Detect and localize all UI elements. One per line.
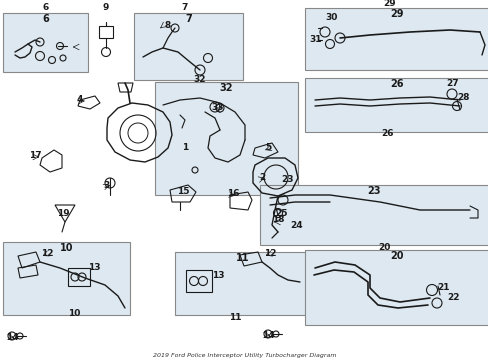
Text: 26: 26 (389, 79, 403, 89)
Bar (3, 242, 130, 315)
Bar (305, 78, 488, 132)
Text: 21: 21 (437, 284, 449, 292)
Text: 10: 10 (68, 310, 80, 319)
Text: 18: 18 (271, 216, 284, 225)
Text: 19: 19 (57, 210, 69, 219)
Text: 2019 Ford Police Interceptor Utility Turbocharger Diagram: 2019 Ford Police Interceptor Utility Tur… (152, 352, 336, 357)
Text: 15: 15 (176, 188, 189, 197)
Text: 27: 27 (446, 80, 458, 89)
Text: 24: 24 (290, 220, 303, 230)
Text: 20: 20 (389, 251, 403, 261)
Bar (155, 82, 297, 195)
Bar (134, 13, 243, 80)
Bar (175, 252, 309, 315)
Text: 14: 14 (6, 333, 18, 342)
Text: 2: 2 (258, 174, 264, 183)
Text: 23: 23 (280, 175, 293, 184)
Text: 31: 31 (309, 36, 322, 45)
Bar (260, 185, 488, 245)
Bar (305, 8, 488, 70)
Text: 13: 13 (87, 264, 100, 273)
Text: 7: 7 (185, 14, 191, 24)
Text: 17: 17 (29, 150, 41, 159)
Text: 16: 16 (226, 189, 239, 198)
Text: 12: 12 (263, 248, 276, 257)
Text: 1: 1 (182, 143, 188, 152)
Text: 12: 12 (41, 248, 53, 257)
Text: 6: 6 (43, 4, 49, 13)
Text: 26: 26 (381, 130, 393, 139)
Text: 10: 10 (60, 243, 73, 253)
Text: 13: 13 (211, 270, 224, 279)
Text: 28: 28 (456, 93, 468, 102)
Text: 30: 30 (325, 13, 338, 22)
Bar (99, 26, 113, 38)
Text: 9: 9 (102, 4, 109, 13)
Text: 11: 11 (235, 253, 249, 263)
Text: 8: 8 (164, 22, 171, 31)
Text: 3: 3 (103, 180, 110, 189)
Text: 5: 5 (264, 144, 270, 153)
Text: 6: 6 (42, 14, 49, 24)
Text: 22: 22 (447, 293, 459, 302)
Bar (305, 250, 488, 325)
Text: 25: 25 (275, 208, 287, 217)
Text: 11: 11 (228, 312, 241, 321)
Bar (68, 268, 90, 286)
Text: 29: 29 (389, 9, 403, 19)
Text: 32: 32 (193, 76, 206, 85)
Bar (185, 270, 212, 292)
Text: 23: 23 (367, 186, 381, 196)
Text: 20: 20 (377, 243, 389, 252)
Text: 4: 4 (77, 95, 83, 104)
Text: 33: 33 (211, 104, 224, 112)
Text: 14: 14 (261, 332, 274, 341)
Text: 32: 32 (219, 83, 233, 93)
Text: 7: 7 (182, 4, 188, 13)
Text: 29: 29 (383, 0, 395, 9)
Bar (3, 13, 88, 72)
